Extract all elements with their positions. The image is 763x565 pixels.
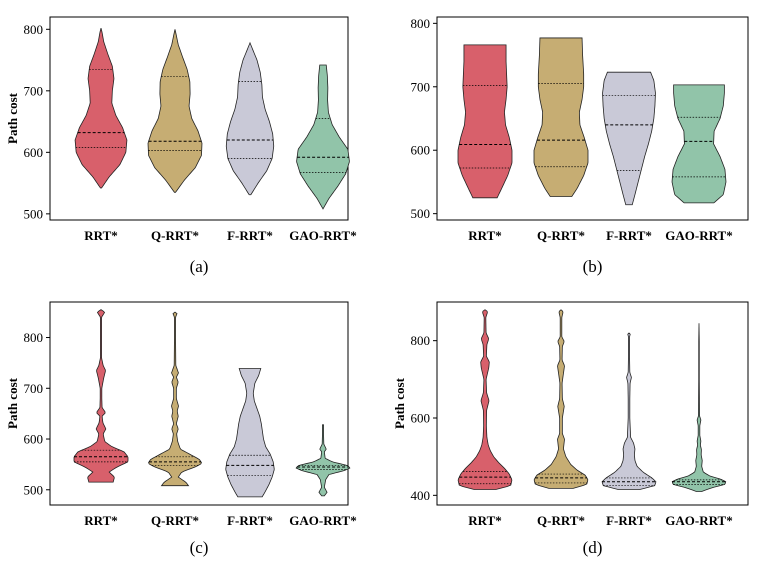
x-tick-label: Q-RRT* [537, 513, 585, 528]
y-axis-label: Path cost [5, 92, 20, 144]
violin-gao-rrtstar [296, 64, 350, 210]
x-tick-label: Q-RRT* [151, 228, 199, 243]
y-tick-label: 800 [411, 16, 431, 31]
violin-body [457, 309, 513, 490]
violin-rrtstar [73, 309, 129, 483]
violin-body [533, 37, 589, 197]
x-tick-label: RRT* [468, 513, 502, 528]
x-tick-label: F-RRT* [606, 513, 652, 528]
y-tick-label: 800 [24, 330, 44, 345]
plot-frame [436, 301, 749, 506]
y-tick-label: 700 [24, 381, 44, 396]
x-tick-label: F-RRT* [227, 513, 273, 528]
x-tick-label: GAO-RRT* [665, 513, 732, 528]
violin-body [671, 84, 727, 204]
plot-frame [49, 301, 349, 506]
y-axis-label: Path cost [5, 377, 20, 429]
x-tick-label: Q-RRT* [151, 513, 199, 528]
panel-1: 500 600 700 800 RRT* Q-RRT* F-RRT* GAO-RRT* (b) [411, 16, 749, 276]
violin-q-rrtstar [148, 311, 202, 487]
violin-body [601, 332, 657, 490]
plot-frame [436, 16, 749, 221]
panel-0: 500 600 700 800 Path cost RRT* Q-RRT* F-RRT* GAO… [5, 16, 357, 276]
violin-f-rrtstar [601, 332, 657, 490]
x-tick-label: Q-RRT* [537, 228, 585, 243]
violin-q-rrtstar [533, 309, 589, 489]
violin-f-rrtstar [602, 71, 656, 206]
x-tick-label: GAO-RRT* [289, 513, 356, 528]
violin-body [148, 311, 202, 487]
y-tick-label: 700 [24, 83, 44, 98]
y-tick-label: 800 [24, 22, 44, 37]
violin-rrtstar [457, 309, 513, 490]
x-tick-label: GAO-RRT* [289, 228, 356, 243]
violin-q-rrtstar [533, 37, 589, 197]
x-tick-label: GAO-RRT* [665, 228, 732, 243]
x-tick-label: RRT* [468, 228, 502, 243]
y-axis-label: Path cost [392, 377, 407, 429]
y-tick-label: 700 [411, 79, 431, 94]
violin-body [602, 71, 656, 206]
violin-body [225, 41, 275, 196]
violin-body [533, 309, 589, 489]
violin-body [73, 309, 129, 483]
violin-f-rrtstar [225, 41, 275, 196]
violin-gao-rrtstar [671, 323, 727, 492]
violin-body [147, 29, 203, 193]
violin-rrtstar [74, 27, 128, 189]
violin-gao-rrtstar [671, 84, 727, 204]
violin-body [671, 323, 727, 492]
violin-gao-rrtstar [295, 424, 351, 497]
x-tick-label: F-RRT* [606, 228, 652, 243]
y-tick-label: 800 [411, 333, 431, 348]
panel-3: 400 600 800 Path cost RRT* Q-RRT* F-RRT* GAO-RR… [392, 301, 749, 557]
y-tick-label: 500 [24, 206, 44, 221]
panel-caption: (b) [583, 257, 603, 276]
y-tick-label: 500 [24, 482, 44, 497]
x-tick-label: RRT* [84, 228, 118, 243]
violin-body [74, 27, 128, 189]
panel-caption: (d) [583, 538, 603, 557]
y-tick-label: 500 [411, 206, 431, 221]
y-tick-label: 400 [411, 488, 431, 503]
violin-f-rrtstar [225, 368, 275, 498]
y-tick-label: 600 [24, 145, 44, 160]
violin-body [225, 368, 275, 498]
x-tick-label: F-RRT* [227, 228, 273, 243]
y-tick-label: 600 [411, 143, 431, 158]
violin-body [457, 44, 513, 199]
plot-frame [49, 16, 349, 221]
panel-2: 500 600 700 800 Path cost RRT* Q-RRT* F-RRT* GAO… [5, 301, 357, 557]
panel-caption: (a) [190, 257, 209, 276]
x-tick-label: RRT* [84, 513, 118, 528]
panel-caption: (c) [190, 538, 209, 557]
violin-rrtstar [457, 44, 513, 199]
violin-q-rrtstar [147, 29, 203, 193]
violin-body [295, 424, 351, 497]
y-tick-label: 600 [24, 432, 44, 447]
y-tick-label: 600 [411, 411, 431, 426]
violin-body [296, 64, 350, 210]
